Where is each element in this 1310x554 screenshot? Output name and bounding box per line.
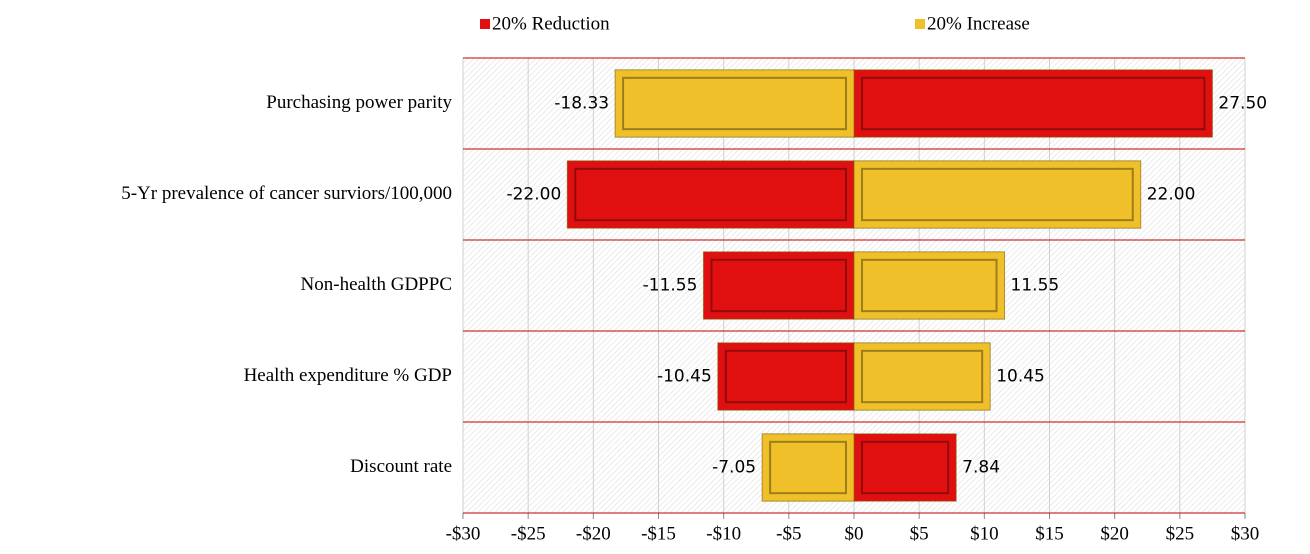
data-label: -18.33 [554,94,609,114]
x-tick-label: $15 [1035,523,1064,544]
category-label: Purchasing power parity [266,92,452,113]
legend-swatch [915,19,925,29]
x-tick-label: -$30 [446,523,481,544]
x-tick-label: $25 [1166,523,1195,544]
bar [853,160,1142,229]
bar-bevel [861,349,984,404]
bar [853,342,991,411]
bar-bevel [861,440,950,495]
category-label: Non-health GDPPC [301,274,452,295]
x-tick-label: $30 [1231,523,1260,544]
x-tick-label: -$20 [576,523,611,544]
data-label: 22.00 [1147,185,1196,205]
bar-bevel [622,76,847,131]
bar-bevel [861,167,1134,222]
data-label: 27.50 [1218,94,1267,114]
data-label: -11.55 [643,276,698,296]
data-label: -10.45 [657,367,712,387]
x-tick-label: $5 [910,523,929,544]
bar [853,251,1006,320]
x-tick-label: $20 [1100,523,1129,544]
bar [853,69,1213,138]
bar-bevel [574,167,847,222]
x-tick-label: -$10 [706,523,741,544]
legend-label: 20% Reduction [492,13,610,34]
legend-swatch [480,19,490,29]
x-tick-label: -$25 [511,523,546,544]
x-tick-label: $10 [970,523,999,544]
x-tick-label: $0 [845,523,864,544]
bar-bevel [861,258,998,313]
bar-bevel [861,76,1206,131]
bar [566,160,855,229]
data-label: 7.84 [962,458,1000,478]
category-label: 5-Yr prevalence of cancer surviors/100,0… [121,183,452,204]
category-label: Discount rate [350,456,452,477]
category-label: Health expenditure % GDP [244,365,452,386]
bar-bevel [724,349,848,404]
bar-bevel [769,440,847,495]
x-tick-label: -$5 [776,523,801,544]
bar [717,342,855,411]
data-label: 10.45 [996,367,1045,387]
data-label: -22.00 [506,185,561,205]
bar [853,433,957,502]
data-label: -7.05 [712,458,756,478]
x-tick-label: -$15 [641,523,676,544]
bar [702,251,855,320]
bar-bevel [710,258,848,313]
plot: -$30 -$25 -$20 -$15 -$10 -$5 $0 $5 $10 $15 $20 $25 $… [121,13,1267,544]
legend-label: 20% Increase [927,13,1030,34]
bar [761,433,855,502]
bar [614,69,855,138]
data-label: 11.55 [1011,276,1060,296]
